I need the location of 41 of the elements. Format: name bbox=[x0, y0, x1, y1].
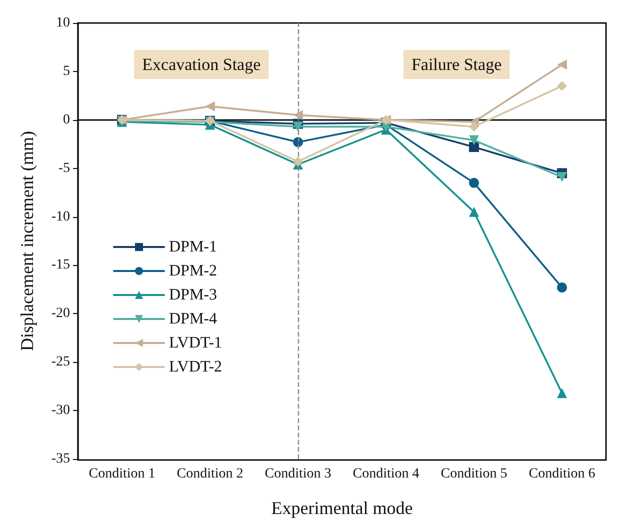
y-tick-label: 0 bbox=[63, 112, 70, 128]
x-tick-label: Condition 1 bbox=[88, 466, 156, 482]
legend-label: DPM-4 bbox=[169, 310, 218, 328]
point bbox=[293, 137, 303, 148]
legend-label: DPM-2 bbox=[169, 262, 218, 280]
y-tick-label: 10 bbox=[56, 16, 70, 30]
point bbox=[293, 156, 303, 167]
point bbox=[557, 60, 567, 70]
legend-label: LVDT-2 bbox=[169, 358, 222, 376]
y-tick-label: -30 bbox=[51, 403, 70, 418]
point bbox=[469, 178, 479, 188]
x-tick-label: Condition 6 bbox=[528, 466, 596, 482]
point bbox=[205, 101, 215, 112]
y-tick-label: -25 bbox=[51, 354, 70, 370]
y-tick-label: -20 bbox=[51, 306, 70, 322]
point bbox=[293, 110, 303, 120]
point bbox=[469, 206, 479, 217]
legend-label: LVDT-1 bbox=[169, 334, 222, 352]
y-axis-title: Displacement increment (mm) bbox=[17, 131, 37, 351]
point bbox=[557, 172, 567, 182]
point bbox=[557, 80, 567, 91]
point bbox=[293, 122, 303, 132]
legend-label: DPM-1 bbox=[169, 238, 218, 256]
y-tick-label: -35 bbox=[51, 452, 70, 466]
y-tick-label: -15 bbox=[51, 258, 70, 273]
annotation: Failure Stage bbox=[411, 55, 502, 74]
x-tick-label: Condition 5 bbox=[440, 466, 508, 482]
x-tick-label: Condition 3 bbox=[264, 466, 332, 482]
y-tick-label: -10 bbox=[51, 209, 70, 224]
point bbox=[557, 388, 567, 398]
legend-label: DPM-3 bbox=[169, 286, 218, 304]
annotation: Excavation Stage bbox=[142, 55, 261, 74]
x-tick-label: Condition 2 bbox=[176, 466, 244, 482]
point bbox=[469, 142, 479, 152]
y-tick-label: 5 bbox=[63, 64, 70, 79]
point bbox=[469, 135, 479, 146]
y-tick-label: -5 bbox=[58, 160, 70, 176]
point bbox=[557, 282, 567, 293]
x-axis-title: Experimental mode bbox=[271, 498, 413, 518]
x-tick-label: Condition 4 bbox=[352, 466, 420, 482]
point bbox=[469, 122, 479, 132]
